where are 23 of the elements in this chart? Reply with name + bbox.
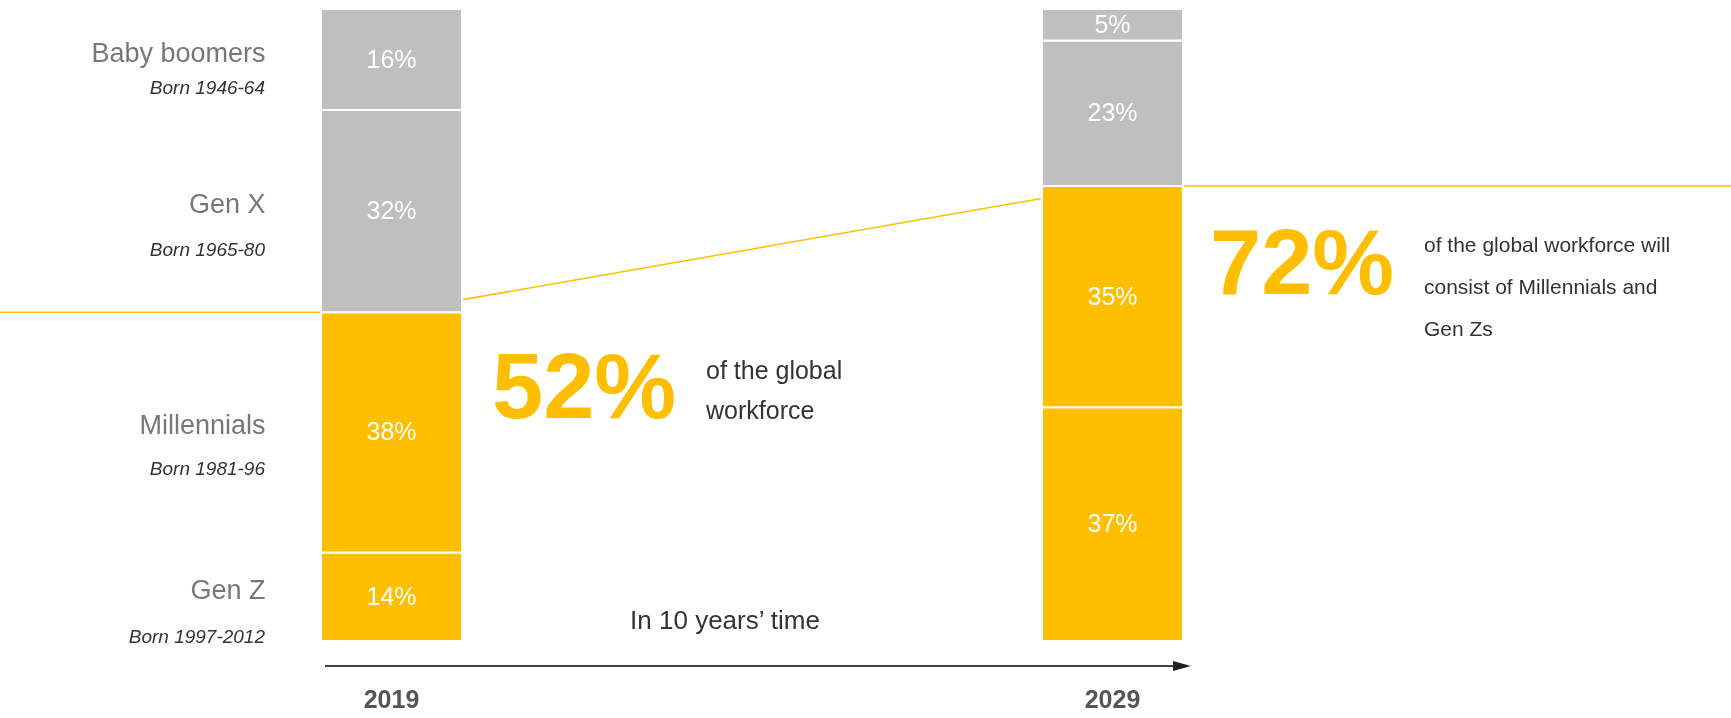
data-label: 14% (366, 581, 417, 610)
annotation: Born 1965-80 (148, 238, 265, 262)
text: Millennials (139, 410, 266, 441)
data-label: 5% (1094, 9, 1131, 38)
annotation: Born 1981-96 (148, 457, 265, 481)
annotation: of the global workforce (706, 355, 844, 426)
data-label: 38% (366, 417, 417, 446)
data-label: 16% (366, 44, 417, 73)
x-tick-label: 2019 (363, 684, 420, 713)
text: Gen X (188, 189, 266, 220)
data-label: 37% (1087, 509, 1138, 538)
annotation: In 10 years’ time (629, 604, 821, 637)
data-label: 35% (1087, 281, 1138, 310)
text: Baby boomers (91, 37, 266, 68)
annotation: 52% (492, 335, 678, 437)
annotation: 72% (1210, 211, 1396, 313)
annotation: Born 1997-2012 (127, 625, 265, 649)
data-label: 23% (1087, 98, 1138, 127)
data-label: 32% (366, 196, 417, 225)
text: Gen Z (190, 574, 266, 605)
x-tick-label: 2029 (1084, 684, 1141, 713)
annotation: of the global workforce will consist of Millennials and Gen Zs (1424, 232, 1672, 342)
annotation: Born 1946-64 (148, 76, 265, 100)
